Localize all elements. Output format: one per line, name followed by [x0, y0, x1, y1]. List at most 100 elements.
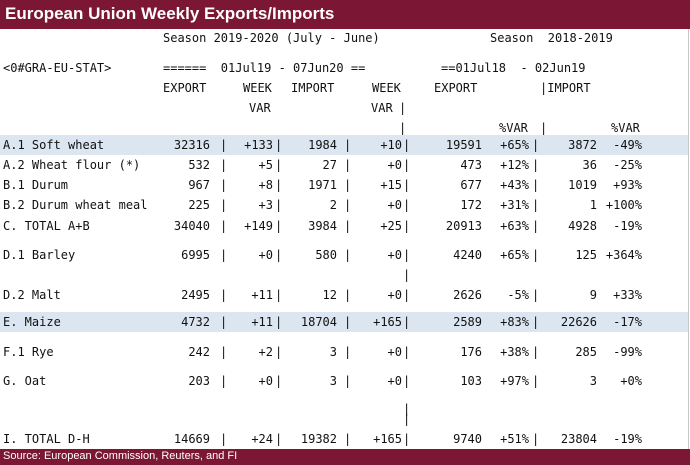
import-prior-value: 1	[589, 198, 597, 212]
import-value: 27	[322, 158, 337, 172]
week-var-import-value: +0	[387, 158, 402, 172]
import-pct-var: -25%	[613, 158, 642, 172]
separator: |	[220, 178, 228, 192]
header-week-import: WEEK	[372, 81, 401, 95]
header-var: VAR	[249, 101, 271, 115]
week-var-import-value: +0	[387, 288, 402, 302]
import-prior-value: 22626	[560, 315, 597, 329]
source-bar: Source: European Commission, Reuters, an…	[0, 449, 690, 465]
separator: |	[344, 345, 352, 359]
source-note: Source: European Commission, Reuters, an…	[3, 450, 238, 462]
separator: |	[540, 121, 548, 135]
separator: |	[403, 315, 411, 329]
import-pct-var: -19%	[613, 219, 642, 233]
export-prior-value: 473	[460, 158, 482, 172]
separator: |	[220, 158, 228, 172]
separator: |	[532, 248, 540, 262]
export-pct-var: +65%	[500, 248, 529, 262]
week-var-import-value: +165	[373, 432, 402, 446]
import-prior-value: 23804	[560, 432, 597, 446]
separator: |	[220, 248, 228, 262]
separator: |	[532, 432, 540, 446]
separator: |	[403, 268, 411, 282]
export-prior-value: 2626	[453, 288, 482, 302]
separator: |	[220, 288, 228, 302]
week-var-value: +149	[244, 219, 273, 233]
separator: |	[403, 178, 411, 192]
export-value: 225	[188, 198, 210, 212]
separator: |	[403, 412, 411, 426]
week-var-value: +0	[258, 248, 273, 262]
export-pct-var: +31%	[500, 198, 529, 212]
header-week: WEEK	[243, 81, 272, 95]
export-value: 14669	[173, 432, 210, 446]
export-value: 967	[188, 178, 210, 192]
date-range-current: ====== 01Jul19 - 07Jun20 ==	[163, 61, 366, 75]
import-pct-var: -99%	[613, 345, 642, 359]
row-label: B.1 Durum	[3, 178, 69, 192]
header-export: EXPORT	[163, 81, 207, 95]
separator: |	[399, 101, 407, 115]
export-prior-value: 176	[460, 345, 482, 359]
import-prior-value: 3	[589, 374, 597, 388]
week-var-value: +133	[244, 138, 273, 152]
import-pct-var: +100%	[605, 198, 642, 212]
week-var-import-value: +0	[387, 198, 402, 212]
export-pct-var: +97%	[500, 374, 529, 388]
export-value: 4732	[181, 315, 210, 329]
separator: |	[532, 219, 540, 233]
separator: |	[344, 219, 352, 233]
export-prior-value: 103	[460, 374, 482, 388]
separator: |	[220, 315, 228, 329]
export-value: 2495	[181, 288, 210, 302]
header-pct-var-import: %VAR	[611, 121, 640, 135]
import-pct-var: -17%	[613, 315, 642, 329]
date-range-prior: ==01Jul18 - 02Jun19	[441, 61, 586, 75]
separator: |	[532, 315, 540, 329]
header-import: IMPORT	[291, 81, 335, 95]
import-pct-var: +93%	[613, 178, 642, 192]
import-value: 3	[329, 345, 337, 359]
separator: |	[344, 374, 352, 388]
import-pct-var: -19%	[613, 432, 642, 446]
import-value: 2	[329, 198, 337, 212]
week-var-value: +5	[258, 158, 273, 172]
separator: |	[403, 138, 411, 152]
separator: |	[275, 374, 283, 388]
separator: |	[344, 138, 352, 152]
import-pct-var: +0%	[620, 374, 642, 388]
import-prior-value: 285	[575, 345, 597, 359]
import-prior-value: 9	[589, 288, 597, 302]
week-var-value: +8	[258, 178, 273, 192]
separator: |	[220, 432, 228, 446]
import-value: 1984	[308, 138, 337, 152]
separator: |	[275, 158, 283, 172]
export-value: 203	[188, 374, 210, 388]
separator: |	[403, 248, 411, 262]
separator: |	[403, 219, 411, 233]
separator: |	[344, 158, 352, 172]
separator: |	[344, 198, 352, 212]
import-prior-value: 1019	[568, 178, 597, 192]
separator: |	[275, 138, 283, 152]
export-pct-var: -5%	[507, 288, 529, 302]
separator: |	[399, 121, 407, 135]
week-var-value: +0	[258, 374, 273, 388]
row-label: C. TOTAL A+B	[3, 219, 90, 233]
week-var-import-value: +0	[387, 374, 402, 388]
export-pct-var: +12%	[500, 158, 529, 172]
separator: |	[344, 178, 352, 192]
separator: |	[275, 178, 283, 192]
header-var-import: VAR	[371, 101, 393, 115]
separator: |	[403, 158, 411, 172]
separator: |	[344, 315, 352, 329]
ric-code: <0#GRA-EU-STAT>	[3, 61, 112, 75]
separator: |	[403, 288, 411, 302]
header-import-prior: |IMPORT	[540, 81, 591, 95]
separator: |	[403, 402, 411, 416]
row-label: F.1 Rye	[3, 345, 54, 359]
separator: |	[275, 219, 283, 233]
import-prior-value: 4928	[568, 219, 597, 233]
row-label: D.2 Malt	[3, 288, 61, 302]
row-label: A.1 Soft wheat	[3, 138, 105, 152]
